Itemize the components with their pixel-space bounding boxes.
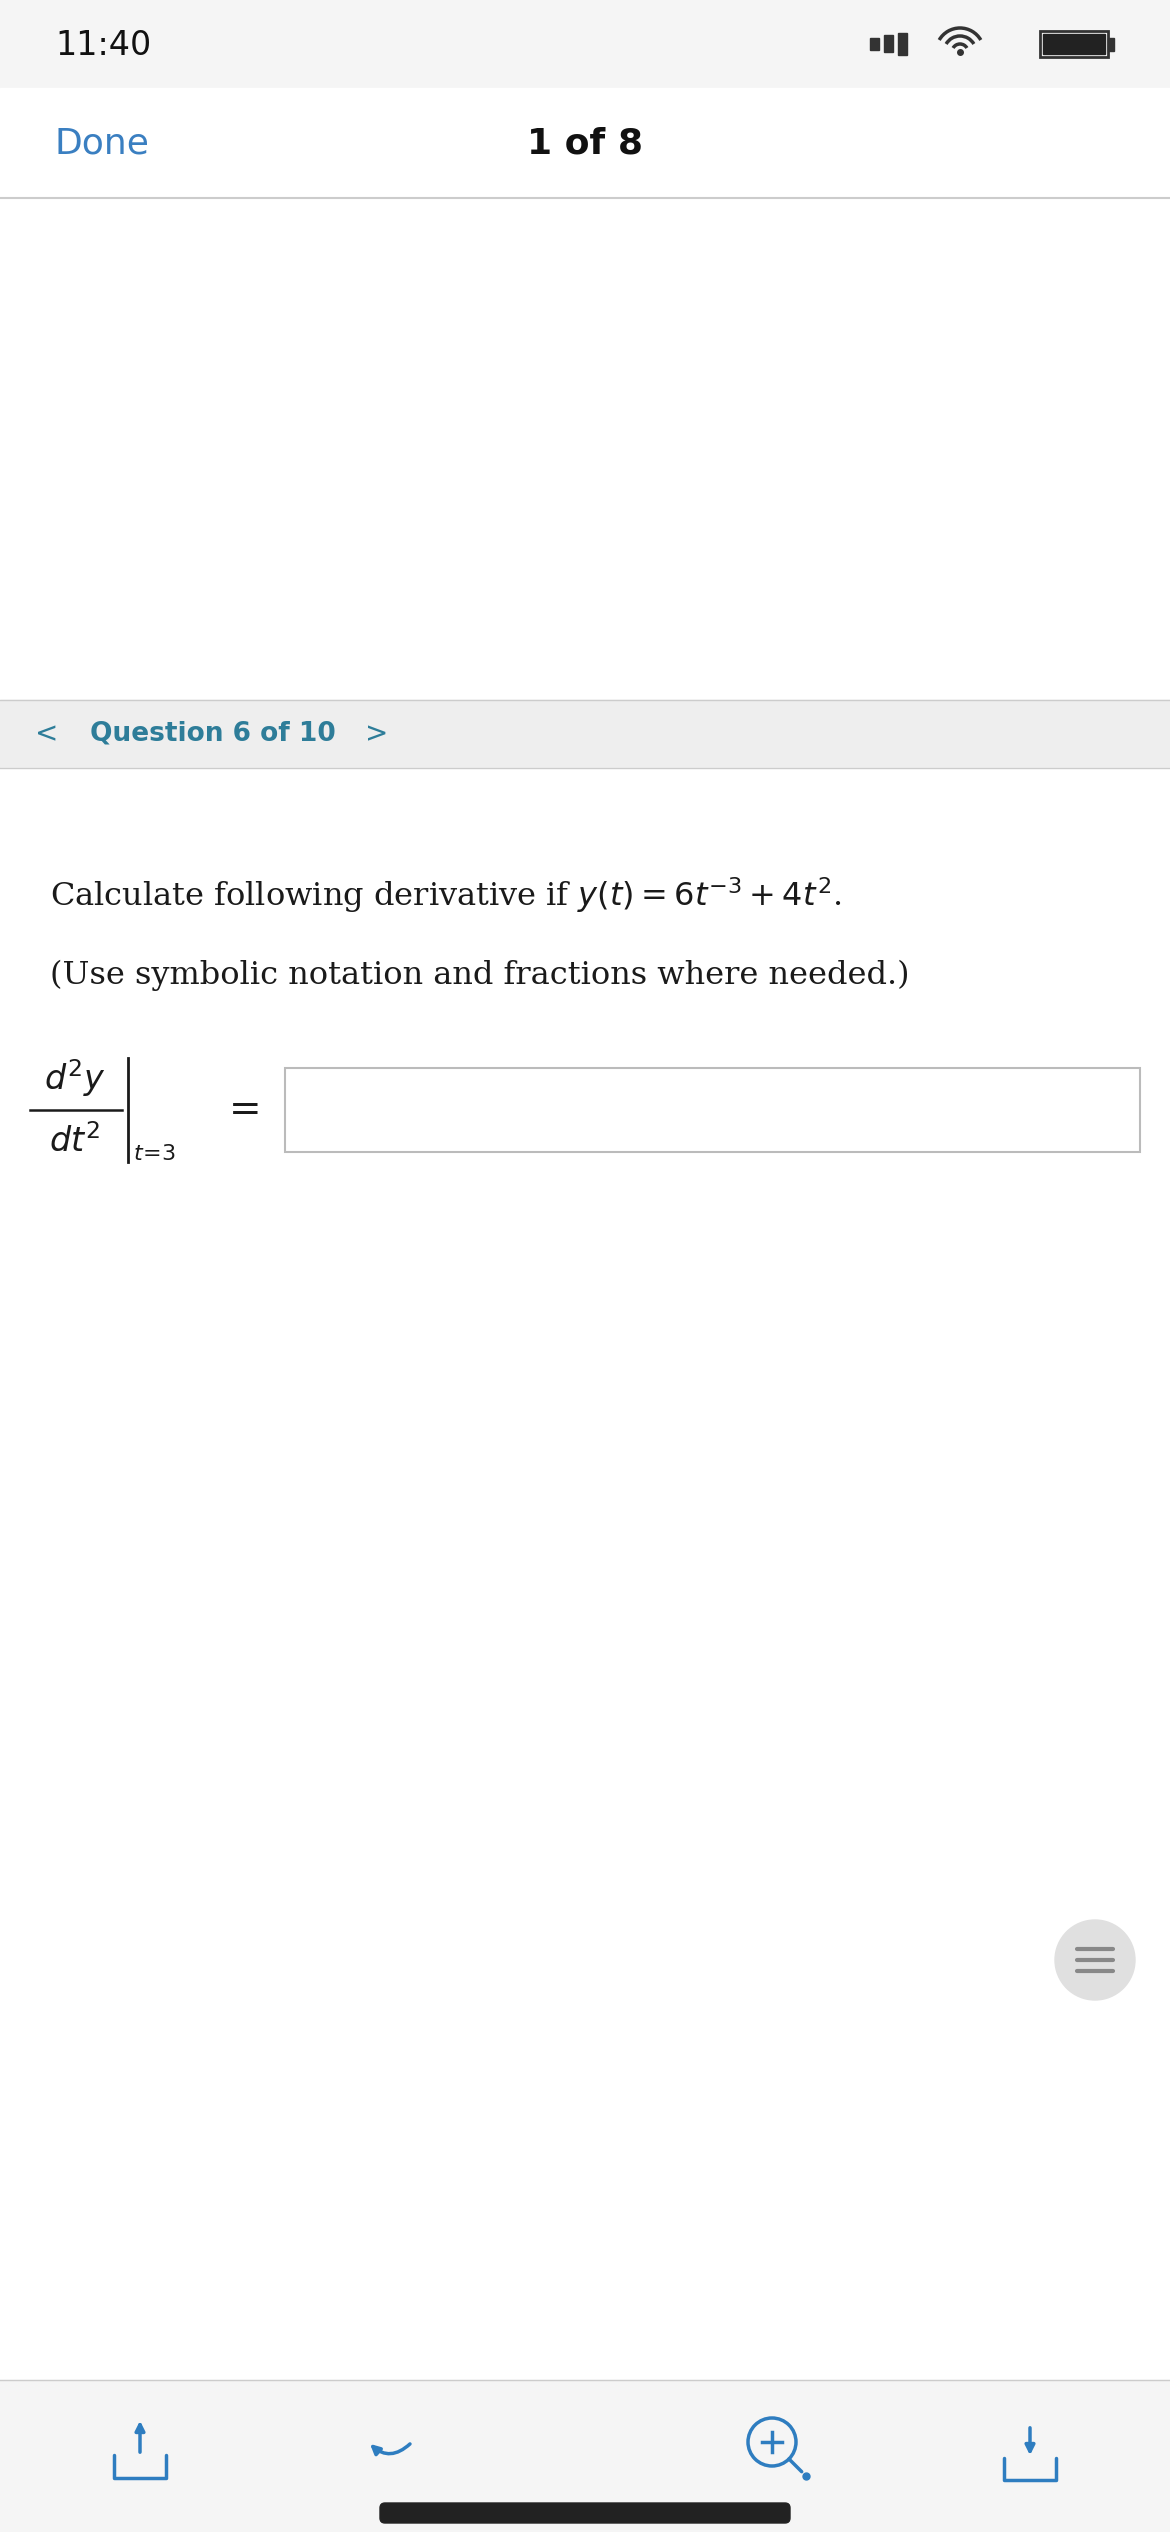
Bar bbox=[885, 35, 893, 53]
Text: 11:40: 11:40 bbox=[55, 30, 151, 63]
Bar bbox=[0, 767, 1170, 2380]
Text: $dt^2$: $dt^2$ bbox=[49, 1124, 101, 1160]
Text: >: > bbox=[365, 719, 388, 747]
Text: 1 of 8: 1 of 8 bbox=[526, 127, 644, 160]
Bar bbox=[0, 2380, 1170, 2532]
Text: Calculate following derivative if $y(t) = 6t^{-3} + 4t^2$.: Calculate following derivative if $y(t) … bbox=[50, 876, 841, 914]
Text: (Use symbolic notation and fractions where needed.): (Use symbolic notation and fractions whe… bbox=[50, 960, 909, 990]
Bar bbox=[870, 38, 879, 51]
Text: $t\!=\!3$: $t\!=\!3$ bbox=[133, 1142, 177, 1165]
Bar bbox=[1040, 30, 1108, 58]
Bar bbox=[0, 197, 1170, 699]
Bar bbox=[1042, 33, 1104, 53]
Text: =: = bbox=[228, 1091, 261, 1129]
FancyBboxPatch shape bbox=[380, 2504, 790, 2522]
Circle shape bbox=[1055, 1919, 1135, 2000]
Bar bbox=[0, 699, 1170, 767]
Bar bbox=[285, 1069, 1140, 1152]
Text: Question 6 of 10: Question 6 of 10 bbox=[90, 722, 336, 747]
Bar bbox=[0, 0, 1170, 89]
Text: <: < bbox=[35, 719, 59, 747]
Bar bbox=[1108, 38, 1114, 51]
Text: Done: Done bbox=[55, 127, 150, 160]
Bar bbox=[0, 89, 1170, 197]
Text: $d^2y$: $d^2y$ bbox=[44, 1056, 105, 1099]
Bar bbox=[899, 33, 907, 56]
